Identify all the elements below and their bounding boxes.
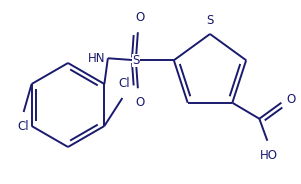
Text: O: O xyxy=(135,96,144,109)
Text: S: S xyxy=(132,54,140,67)
Text: Cl: Cl xyxy=(18,120,29,133)
Text: S: S xyxy=(206,14,214,27)
Text: Cl: Cl xyxy=(119,77,130,90)
Text: HN: HN xyxy=(88,52,106,65)
Text: O: O xyxy=(135,11,144,24)
Text: HO: HO xyxy=(260,149,278,162)
Text: O: O xyxy=(286,93,296,106)
